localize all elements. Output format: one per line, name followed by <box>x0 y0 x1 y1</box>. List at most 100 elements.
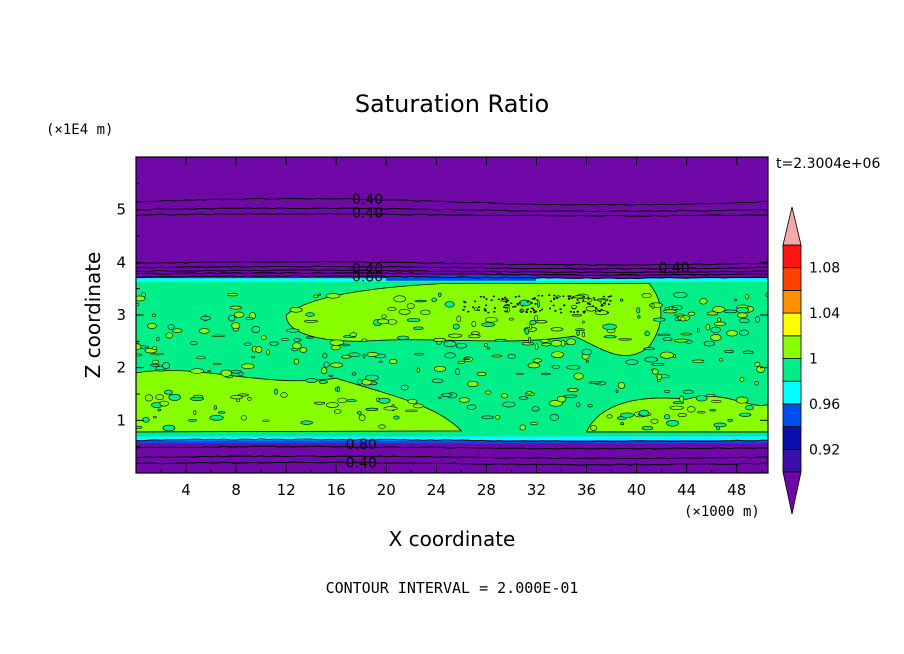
cloud-patch <box>241 363 255 370</box>
cloud-top-dot <box>603 302 606 304</box>
cloud-top-dot <box>570 297 573 300</box>
cloud-top-dot <box>583 311 586 314</box>
cloud-patch <box>220 369 232 377</box>
cloud-patch <box>457 360 465 364</box>
x-tick-label: 32 <box>527 481 546 499</box>
y-tick-label: 2 <box>116 359 126 377</box>
cloud-patch <box>393 415 400 420</box>
cloud-patch <box>144 394 153 402</box>
cloud-patch <box>515 372 524 375</box>
cloud-top-dot <box>484 309 487 312</box>
cloud-patch <box>566 365 581 370</box>
timestamp-label: t=2.3004e+06 <box>776 156 880 172</box>
cloud-patch <box>537 301 540 308</box>
cloud-top-dot <box>507 304 510 307</box>
cloud-top-dot <box>553 298 556 300</box>
cloud-patch <box>393 295 406 303</box>
cloud-patch <box>190 368 204 374</box>
cloud-patch <box>637 315 641 319</box>
cloud-patch <box>213 405 218 410</box>
cloud-patch <box>207 369 211 373</box>
cloud-top-dot <box>505 298 508 300</box>
cloud-patch <box>251 326 261 334</box>
cloud-top-dot <box>583 310 586 313</box>
cloud-patch <box>551 364 561 369</box>
cloud-patch <box>190 340 198 346</box>
cloud-top-dot <box>607 296 610 298</box>
cloud-patch <box>575 328 585 332</box>
cloud-patch <box>636 307 641 314</box>
contour-line-mid-2 <box>136 265 768 270</box>
cloud-patch <box>187 419 197 422</box>
cloud-top-dot <box>492 295 495 298</box>
cloud-patch <box>625 359 639 365</box>
cloud-top-dot <box>483 308 486 310</box>
cloud-top-dot <box>485 298 488 300</box>
cloud-top-dot <box>472 306 475 309</box>
cloud-patch <box>211 334 226 337</box>
cloud-patch <box>476 371 487 377</box>
contour-line-bottom-2 <box>136 445 768 450</box>
cloud-patch <box>710 326 721 334</box>
cloud-top-dot <box>560 311 563 314</box>
cloud-patch <box>703 340 715 347</box>
cloud-top-dot <box>506 300 509 302</box>
cloud-patch <box>229 305 242 310</box>
cloud-patch <box>471 331 480 335</box>
cloud-patch <box>528 336 532 344</box>
y-tick-label: 3 <box>116 306 126 324</box>
cloud-patch <box>686 406 696 413</box>
cloud-patch <box>709 409 716 412</box>
cloud-top-dot <box>582 300 585 302</box>
cloud-top-dot <box>535 310 538 313</box>
colorbar-label: 0.92 <box>809 442 840 458</box>
cloud-patch <box>416 367 420 373</box>
cloud-patch <box>293 358 299 365</box>
cloud-patch <box>652 368 659 375</box>
cloud-patch <box>742 350 754 355</box>
cloud-patch <box>331 344 341 351</box>
colorbar-label: 1 <box>809 352 818 368</box>
cloud-top-dot <box>478 306 481 308</box>
chart-title: Saturation Ratio <box>355 90 549 118</box>
cloud-patch <box>243 342 252 346</box>
cloud-top-dot <box>464 301 467 304</box>
cloud-patch <box>619 412 634 418</box>
colorbar-label: 0.96 <box>809 397 840 413</box>
cloud-patch <box>659 351 674 359</box>
contour-line-mid-5 <box>136 275 768 280</box>
cloud-patch <box>521 342 535 346</box>
cloud-patch <box>723 309 738 314</box>
cloud-patch <box>251 355 256 359</box>
cloud-patch <box>212 362 222 366</box>
cloud-patch <box>518 396 529 400</box>
colorbar-over-triangle <box>782 206 802 246</box>
cloud-patch <box>318 293 322 296</box>
cloud-patch <box>330 362 343 368</box>
cloud-top-dot <box>493 310 496 313</box>
cloud-patch <box>549 414 559 421</box>
cloud-patch <box>638 409 650 417</box>
cloud-top-dot <box>598 310 601 313</box>
cloud-top-dot <box>609 300 612 302</box>
cloud-patch <box>649 302 663 309</box>
cloud-patch <box>299 347 308 353</box>
cloud-patch <box>349 332 358 337</box>
cloud-top-dot <box>592 297 595 299</box>
cloud-top-dot <box>505 301 508 303</box>
cloud-patch <box>444 352 456 359</box>
cloud-patch <box>413 326 424 331</box>
cloud-patch <box>147 323 157 329</box>
cloud-patch <box>711 306 726 313</box>
cloud-texture <box>136 283 768 433</box>
cloud-patch <box>193 410 197 416</box>
x-axis-title: X coordinate <box>389 527 516 551</box>
cloud-patch <box>539 338 550 343</box>
x-tick-label: 40 <box>627 481 646 499</box>
cloud-patch <box>198 328 210 334</box>
colorbar-label: 1.04 <box>809 306 840 322</box>
cloud-patch <box>507 353 516 359</box>
cloud-patch <box>247 396 252 401</box>
cloud-top-dot <box>506 303 509 306</box>
